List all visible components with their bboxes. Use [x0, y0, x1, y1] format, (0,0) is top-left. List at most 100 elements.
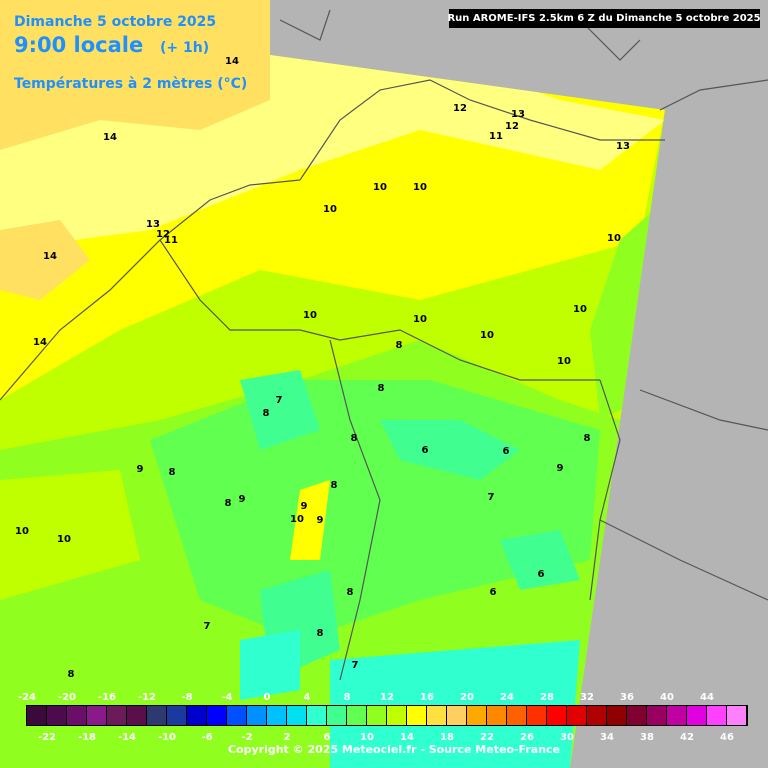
contour-label: 6 [422, 445, 429, 456]
contour-label: 10 [303, 310, 317, 321]
contour-label: 8 [584, 433, 591, 444]
legend-upper-label: -20 [58, 692, 76, 703]
contour-label: 8 [396, 340, 403, 351]
legend-lower-label: 22 [480, 732, 494, 743]
contour-label: 8 [351, 433, 358, 444]
legend-lower-label: -10 [158, 732, 176, 743]
color-box [167, 706, 186, 725]
legend-upper-label: 24 [500, 692, 514, 703]
legend-lower-label: 6 [324, 732, 331, 743]
color-box [527, 706, 546, 725]
legend-upper-label: 44 [700, 692, 714, 703]
contour-label: 9 [301, 501, 308, 512]
contour-label: 6 [538, 569, 545, 580]
time: 9:00 locale [14, 33, 143, 57]
color-box [47, 706, 66, 725]
contour-label: 14 [43, 251, 57, 262]
run-box [449, 9, 760, 28]
contour-label: 7 [352, 660, 359, 671]
contour-label: 6 [490, 587, 497, 598]
contour-label: 8 [317, 628, 324, 639]
color-box [127, 706, 146, 725]
legend-upper-label: -8 [181, 692, 192, 703]
legend-upper-label: -24 [18, 692, 36, 703]
color-box [707, 706, 726, 725]
contour-label: 8 [331, 480, 338, 491]
legend-lower-label: 34 [600, 732, 614, 743]
color-box [467, 706, 486, 725]
color-box [427, 706, 446, 725]
color-box [27, 706, 46, 725]
legend-lower-label: -22 [38, 732, 56, 743]
contour-label: 9 [239, 494, 246, 505]
contour-label: 14 [103, 132, 117, 143]
legend-lower-label: 30 [560, 732, 574, 743]
contour-label: 11 [489, 131, 503, 142]
color-box [107, 706, 126, 725]
contour-label: 11 [164, 235, 178, 246]
color-box [267, 706, 286, 725]
contour-label: 7 [204, 621, 211, 632]
contour-label: 10 [15, 526, 29, 537]
color-box [287, 706, 306, 725]
legend-upper-label: 40 [660, 692, 674, 703]
legend-lower-label: 26 [520, 732, 534, 743]
color-box [247, 706, 266, 725]
legend-lower-label: -18 [78, 732, 96, 743]
legend-upper-label: 0 [264, 692, 271, 703]
color-box [147, 706, 166, 725]
contour-label: 10 [557, 356, 571, 367]
field-name: Températures à 2 mètres (°C) [14, 76, 247, 92]
contour-label: 8 [68, 669, 75, 680]
color-box [547, 706, 566, 725]
legend-upper-label: 32 [580, 692, 594, 703]
color-box [567, 706, 586, 725]
contour-label: 8 [225, 498, 232, 509]
contour-label: 13 [616, 141, 630, 152]
offset: (+ 1h) [160, 40, 209, 56]
legend-upper-label: -12 [138, 692, 156, 703]
color-box [687, 706, 706, 725]
color-box [727, 706, 746, 725]
contour-label: 14 [225, 56, 239, 67]
legend-upper-label: 16 [420, 692, 434, 703]
color-box [347, 706, 366, 725]
contour-label: 14 [33, 337, 47, 348]
borders [0, 9, 768, 681]
color-box [607, 706, 626, 725]
legend-lower-label: 18 [440, 732, 454, 743]
legend-lower-label: 42 [680, 732, 694, 743]
color-box [487, 706, 506, 725]
contour-label: 9 [557, 463, 564, 474]
run-info: Run AROME-IFS 2.5km 6 Z du Dimanche 5 oc… [447, 13, 760, 24]
legend-upper-label: -4 [221, 692, 232, 703]
legend-upper-label: 12 [380, 692, 394, 703]
color-box [387, 706, 406, 725]
color-box [367, 706, 386, 725]
contour-label: 9 [137, 464, 144, 475]
legend-lower-label: -2 [241, 732, 252, 743]
legend-lower-label: 14 [400, 732, 414, 743]
contour-label: 10 [413, 314, 427, 325]
contour-label: 7 [276, 395, 283, 406]
color-box [67, 706, 86, 725]
contour-label: 8 [378, 383, 385, 394]
contour-label: 10 [573, 304, 587, 315]
contour-label: 10 [373, 182, 387, 193]
contour-label: 13 [146, 219, 160, 230]
legend-lower-label: 2 [284, 732, 291, 743]
color-box [507, 706, 526, 725]
contour-label: 8 [263, 408, 270, 419]
color-box [647, 706, 666, 725]
contour-label: 10 [290, 514, 304, 525]
legend-lower-label: 46 [720, 732, 734, 743]
legend-lower-label: -14 [118, 732, 136, 743]
legend-lower-label: -6 [201, 732, 212, 743]
contour-label: 12 [453, 103, 467, 114]
legend-upper-label: -16 [98, 692, 116, 703]
color-box [187, 706, 206, 725]
contour-label: 10 [57, 534, 71, 545]
